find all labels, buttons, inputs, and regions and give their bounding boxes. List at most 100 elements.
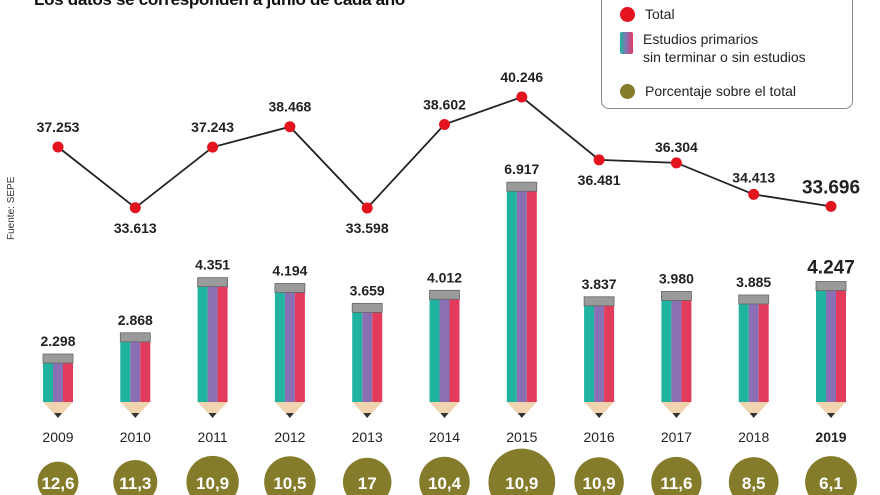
percent-label: 10,9 [196,474,229,493]
pencil-bar-tip [584,402,615,418]
year-tick-label: 2011 [198,429,228,445]
olive-dot-icon [620,84,635,99]
total-point [284,121,296,133]
bar-value-label: 4.247 [807,258,855,279]
pencil-bar-body [748,302,759,402]
total-value-label: 36.481 [578,172,621,188]
percent-bubble [728,457,779,495]
chart-subtitle: Los datos se corresponden a junio de cad… [34,0,405,10]
pencil-bar-body [207,285,218,402]
pencil-bar-lead [517,413,526,418]
total-value-label: 38.602 [423,96,466,112]
pencil-bar-body [63,362,73,402]
total-point [516,91,528,103]
total-point [593,154,605,166]
pencil-bar-body [449,298,460,402]
pencil-bar-lead [285,413,294,418]
pencil-bar-lead [672,413,681,418]
pencil-bar-tip [43,402,73,418]
year-tick-label: 2010 [120,429,151,445]
percent-label: 11,6 [660,474,692,493]
pencil-bar-cap [197,277,229,288]
pencil-bar-body [758,302,769,402]
pencil-bar-body [120,340,131,402]
bar-value-label: 3.980 [659,270,694,286]
pencil-bar-body [604,304,615,402]
pencil-bar-cap [661,291,692,301]
pencil-bar-body [506,190,517,402]
pencil-bar-body [352,311,363,402]
percent-bubble [186,455,239,495]
pencil-bar-tip [661,402,692,418]
pencil-bar-body [584,304,595,402]
legend-item-percent: Porcentaje sobre el total [620,82,796,100]
bar-value-label: 4.194 [272,262,307,278]
legend-item-primary: Estudios primarios sin terminar o sin est… [620,30,806,66]
year-tick-label: 2017 [661,429,692,445]
pencil-bar-body [594,304,605,402]
pencil-bar-body [372,311,383,402]
total-value-label: 37.253 [37,119,80,135]
pencil-bar-tip [506,402,537,418]
total-point [207,141,219,153]
year-tick-label: 2012 [274,429,305,445]
percent-label: 6,1 [819,474,843,493]
pencil-bar-cap [274,283,306,293]
pencil-bar-body [43,362,53,402]
pencil-bar-body [197,285,208,402]
pencil-bar-lead [54,413,62,418]
pencil-bar-tip [352,402,383,418]
total-point [825,200,837,212]
pencil-bar-body [661,299,672,402]
pencil-bar-lead [363,413,372,418]
pencil-bar-cap [506,181,538,192]
year-tick-label: 2014 [429,429,460,445]
pencil-bar-lead [440,413,449,418]
bar-value-label: 2.868 [118,312,153,328]
percent-label: 11,3 [119,474,151,493]
pencil-bar-body [681,299,692,402]
percent-bubble [651,456,702,495]
pencil-bar-cap [583,296,615,307]
pencil-bar-tip [429,402,460,418]
pencil-bar-cap [351,302,383,313]
pencil-bar-cap [429,289,460,300]
bar-value-label: 4.012 [427,269,462,285]
bar-value-label: 3.659 [350,282,385,298]
pencil-bar-cap [42,353,74,364]
total-point [439,118,450,130]
pencil-bar-lead [827,413,835,418]
total-value-label: 33.598 [346,220,389,236]
pencil-bar-body [836,289,846,402]
pencil-icon [620,32,633,54]
pencil-bar-lead [131,413,140,418]
pencil-bar-body [526,190,537,402]
legend-label-percent: Porcentaje sobre el total [645,83,796,99]
pencil-bar-lead [595,413,604,418]
percent-bubble [264,456,316,495]
red-dot-icon [620,7,635,22]
legend-label-total: Total [645,6,675,22]
pencil-bar-body [439,298,450,402]
pencil-bar-body [429,298,440,402]
total-value-label: 36.304 [655,139,698,155]
legend-label-primary: Estudios primarios sin terminar o sin est… [643,30,806,66]
total-point [748,188,760,200]
pencil-bar-tip [816,402,846,418]
pencil-bar-cap [815,281,847,291]
total-point [129,202,141,214]
percent-bubble [37,461,79,495]
year-tick-label: 2009 [42,429,73,445]
pencil-bar-body [140,340,151,402]
year-tick-label: 2019 [815,429,846,445]
percent-bubble [574,457,624,495]
legend-label-primary-2: sin terminar o sin estudios [643,49,806,65]
total-point [670,157,682,169]
percent-bubble [805,456,857,495]
percent-label: 8,5 [742,474,766,493]
pencil-bar-tip [197,402,228,418]
percent-bubble [488,448,556,495]
percent-bubble [113,459,158,495]
year-tick-label: 2016 [584,429,615,445]
